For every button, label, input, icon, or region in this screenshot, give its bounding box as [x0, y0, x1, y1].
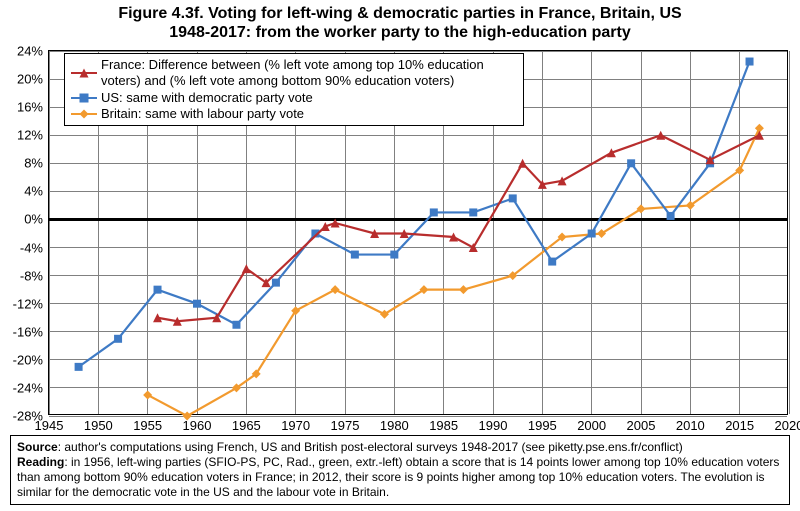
title-line1: Figure 4.3f. Voting for left-wing & demo…: [118, 5, 681, 22]
y-tick-label: 20%: [17, 72, 49, 87]
y-tick-label: 12%: [17, 128, 49, 143]
legend: France: Difference between (% left vote …: [64, 53, 524, 126]
legend-label: Britain: same with labour party vote: [101, 106, 304, 122]
series-marker-us: [193, 300, 201, 308]
legend-item: US: same with democratic party vote: [71, 90, 517, 106]
series-marker-us: [509, 194, 517, 202]
x-tick-label: 1975: [331, 414, 360, 433]
y-tick-label: -4%: [20, 240, 49, 255]
series-marker-britain: [143, 390, 152, 399]
series-marker-france: [469, 243, 478, 252]
y-tick-label: -8%: [20, 268, 49, 283]
source-text: : author's computations using French, US…: [58, 440, 683, 454]
series-marker-us: [667, 212, 675, 220]
x-tick-label: 2015: [725, 414, 754, 433]
y-tick-label: -24%: [13, 380, 49, 395]
y-tick-label: 8%: [24, 156, 49, 171]
legend-label: France: Difference between (% left vote …: [101, 57, 517, 90]
y-tick-label: 16%: [17, 100, 49, 115]
x-tick-label: 2005: [627, 414, 656, 433]
reading-text: : in 1956, left-wing parties (SFIO-PS, P…: [17, 455, 779, 499]
chart-title: Figure 4.3f. Voting for left-wing & demo…: [0, 4, 800, 42]
x-tick-label: 1990: [479, 414, 508, 433]
series-marker-us: [232, 321, 240, 329]
series-marker-britain: [331, 285, 340, 294]
y-tick-label: -16%: [13, 324, 49, 339]
legend-swatch: [71, 91, 97, 105]
series-marker-us: [746, 58, 754, 66]
y-tick-label: 4%: [24, 184, 49, 199]
x-tick-label: 1970: [281, 414, 310, 433]
series-marker-britain: [459, 285, 468, 294]
x-tick-label: 1965: [232, 414, 261, 433]
legend-item: France: Difference between (% left vote …: [71, 57, 517, 90]
series-marker-us: [75, 363, 83, 371]
series-marker-france: [518, 159, 527, 168]
legend-swatch: [71, 107, 97, 121]
x-tick-label: 2020: [775, 414, 800, 433]
legend-label: US: same with democratic party vote: [101, 90, 313, 106]
x-tick-label: 2000: [577, 414, 606, 433]
y-tick-label: -20%: [13, 352, 49, 367]
series-marker-us: [390, 251, 398, 259]
series-marker-france: [242, 264, 251, 273]
x-tick-label: 1995: [528, 414, 557, 433]
title-line2: 1948-2017: from the worker party to the …: [169, 24, 630, 41]
y-tick-label: 24%: [17, 44, 49, 59]
x-tick-label: 2010: [676, 414, 705, 433]
x-tick-label: 1955: [133, 414, 162, 433]
x-tick-label: 1950: [84, 414, 113, 433]
series-marker-us: [469, 208, 477, 216]
series-line-france: [158, 135, 760, 321]
caption-box: Source: author's computations using Fren…: [10, 435, 790, 505]
source-label: Source: [17, 440, 58, 454]
y-tick-label: -12%: [13, 296, 49, 311]
series-marker-us: [114, 335, 122, 343]
legend-item: Britain: same with labour party vote: [71, 106, 517, 122]
series-marker-us: [351, 251, 359, 259]
series-marker-us: [272, 279, 280, 287]
x-tick-label: 1945: [35, 414, 64, 433]
reading-label: Reading: [17, 455, 64, 469]
series-marker-us: [588, 230, 596, 238]
series-line-britain: [148, 128, 760, 416]
series-marker-us: [548, 258, 556, 266]
series-marker-us: [154, 286, 162, 294]
legend-swatch: [71, 66, 97, 80]
series-marker-us: [627, 159, 635, 167]
y-tick-label: 0%: [24, 212, 49, 227]
series-marker-us: [430, 208, 438, 216]
x-tick-label: 1985: [429, 414, 458, 433]
x-tick-label: 1980: [380, 414, 409, 433]
